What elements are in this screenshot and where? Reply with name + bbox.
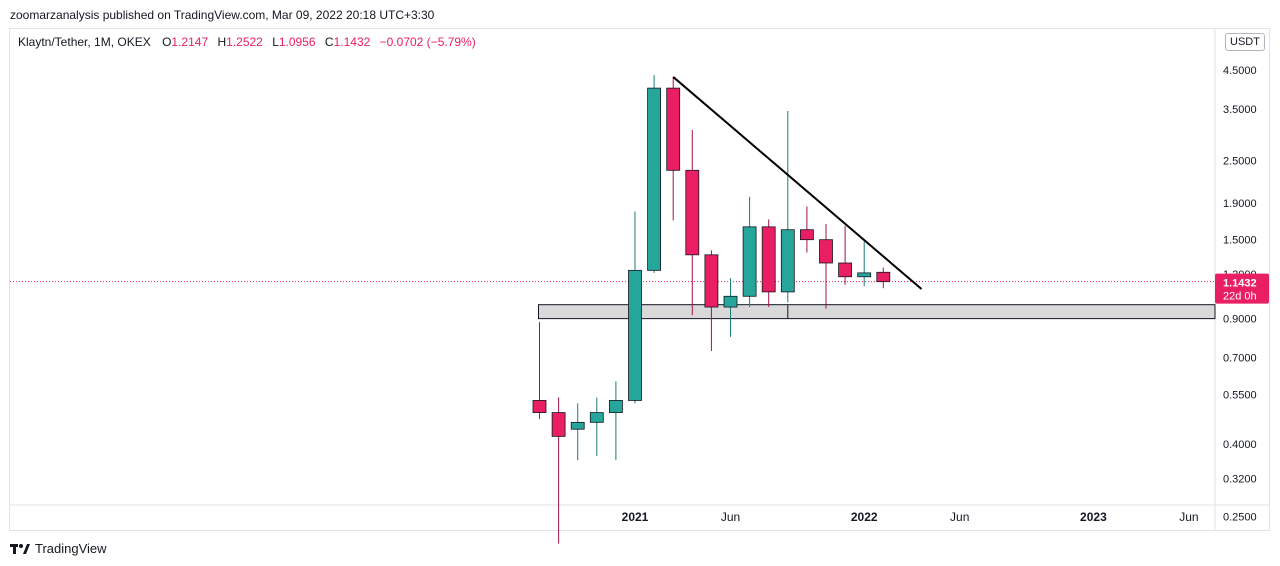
price-tick-label: 0.2500 xyxy=(1223,512,1257,524)
price-tick-label: 0.7000 xyxy=(1223,352,1257,364)
candle-body xyxy=(609,400,623,413)
candle-body xyxy=(838,262,852,278)
candle-body xyxy=(723,295,738,308)
time-tick-label: 2023 xyxy=(1080,510,1107,524)
candle-body xyxy=(819,239,833,264)
publish-info: zoomarzanalysis published on TradingView… xyxy=(10,8,435,22)
candle-body xyxy=(532,400,547,413)
open-label: O xyxy=(162,35,172,49)
currency-badge[interactable]: USDT xyxy=(1225,33,1265,51)
open-value: 1.2147 xyxy=(171,35,209,49)
candle-body xyxy=(628,269,642,401)
candle-body xyxy=(800,229,814,241)
close-label: C xyxy=(324,35,334,49)
price-tick-label: 0.4000 xyxy=(1223,439,1257,451)
support-zone xyxy=(538,304,1216,320)
price-tick-label: 0.5500 xyxy=(1223,390,1257,402)
price-tick-label: 0.9000 xyxy=(1223,314,1257,326)
time-tick-label: 2022 xyxy=(851,510,878,524)
tradingview-logo-icon xyxy=(10,543,30,554)
candle-body xyxy=(857,272,872,278)
trendline xyxy=(672,76,923,290)
candle-body xyxy=(666,87,681,171)
price-tick-label: 1.9000 xyxy=(1223,198,1257,210)
symbol-label[interactable]: Klaytn/Tether, 1M, OKEX xyxy=(18,35,151,49)
close-value: 1.1432 xyxy=(333,35,371,49)
candle-body xyxy=(685,169,700,256)
candle-body xyxy=(761,226,776,293)
last-price-badge xyxy=(1215,273,1269,304)
tradingview-brand: TradingView xyxy=(10,541,107,556)
candle-body xyxy=(876,271,891,283)
high-value: 1.2522 xyxy=(226,35,263,49)
price-tick-label: 1.5000 xyxy=(1223,235,1257,247)
price-tick-label: 2.5000 xyxy=(1223,156,1257,168)
low-value: 1.0956 xyxy=(278,35,316,49)
chart-frame[interactable] xyxy=(9,28,1270,531)
candle-body xyxy=(551,412,566,437)
brand-text: TradingView xyxy=(35,541,107,556)
change-value: −0.0702 (−5.79%) xyxy=(379,35,476,49)
candle-body xyxy=(647,87,661,271)
low-label: L xyxy=(272,35,279,49)
candle-body xyxy=(704,254,719,308)
bar-countdown: 22d 0h xyxy=(1223,291,1257,303)
candle-body xyxy=(589,412,604,423)
candle-body xyxy=(742,226,757,297)
price-tick-label: 4.5000 xyxy=(1223,65,1257,77)
last-price-value: 1.1432 xyxy=(1223,278,1257,290)
ohlc-legend: Klaytn/Tether, 1M, OKEX O1.2147 H1.2522 … xyxy=(18,35,476,49)
price-tick-label: 0.3200 xyxy=(1223,473,1257,485)
time-tick-label: 2021 xyxy=(622,510,649,524)
price-tick-label: 3.5000 xyxy=(1223,104,1257,116)
candle-body xyxy=(780,229,795,293)
high-label: H xyxy=(217,35,227,49)
candle-body xyxy=(570,421,585,430)
time-tick-label: Jun xyxy=(1179,510,1198,524)
time-tick-label: Jun xyxy=(950,510,969,524)
time-tick-label: Jun xyxy=(721,510,740,524)
